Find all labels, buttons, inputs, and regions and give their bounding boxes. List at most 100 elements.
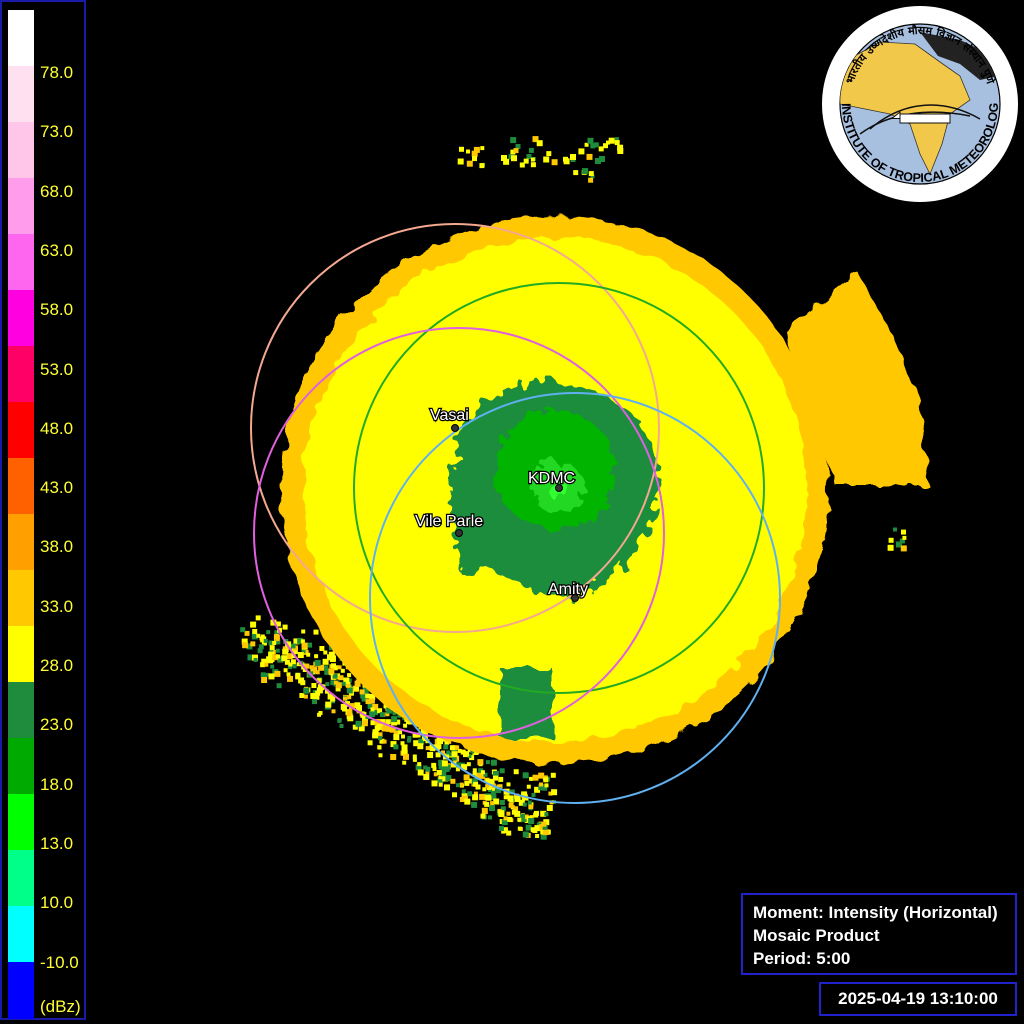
echo-pixel — [542, 824, 548, 830]
place-vile-parle[interactable]: Vile Parle — [414, 512, 485, 537]
echo-pixel — [582, 168, 589, 175]
echo-pixel — [377, 708, 383, 714]
echo-pixel — [401, 744, 408, 751]
echo-pixel — [530, 827, 536, 833]
echo-pixel — [330, 696, 336, 702]
legend-label: 73.0 — [40, 122, 74, 142]
echo-pixel — [528, 818, 535, 824]
echo-pixel — [372, 729, 379, 736]
echo-pixel — [300, 680, 306, 686]
echo-pixel — [551, 789, 558, 796]
echo-pixel — [541, 821, 547, 827]
echo-pixel — [899, 538, 905, 544]
echo-pixel — [354, 680, 361, 687]
echo-pixel — [392, 711, 397, 716]
echo-pixel — [529, 776, 534, 781]
echo-pixel — [379, 719, 386, 726]
echo-pixel — [274, 670, 281, 677]
echo-pixel — [417, 762, 422, 767]
echo-pixel — [548, 791, 553, 796]
echo-pixel — [437, 738, 443, 745]
echo-pixel — [412, 754, 417, 759]
echo-pixel — [347, 678, 352, 683]
echo-pixel — [442, 775, 449, 782]
legend-swatch — [8, 906, 34, 963]
echo-pixel — [316, 678, 322, 684]
echo-pixel — [319, 646, 325, 651]
echo-pixel — [356, 705, 362, 712]
echo-pixel — [444, 740, 449, 745]
product-label: Mosaic Product — [753, 926, 880, 945]
echo-pixel — [472, 794, 479, 801]
echo-pixel — [525, 824, 532, 831]
echo-pixel — [352, 724, 358, 730]
echo-pixel — [412, 757, 417, 762]
echo-pixel — [455, 745, 460, 750]
echo-pixel — [475, 784, 481, 790]
echo-pixel — [425, 766, 431, 772]
echo-pixel — [403, 723, 408, 728]
echo-pixel — [328, 668, 335, 675]
echo-pixel — [269, 645, 275, 651]
place-kdmc[interactable]: KDMC — [527, 469, 576, 492]
echo-pixel — [283, 668, 288, 673]
echo-pixel — [441, 760, 448, 767]
echo-pixel — [343, 677, 350, 684]
echo-pixel — [260, 662, 266, 668]
echo-pixel — [514, 796, 521, 802]
echo-pixel — [538, 772, 545, 779]
echo-pixel — [412, 732, 418, 738]
echo-pixel — [250, 621, 257, 628]
echo-pixel — [480, 770, 485, 775]
echo-pixel — [343, 696, 347, 701]
echo-pixel — [887, 544, 894, 551]
echo-pixel — [590, 143, 596, 149]
echo-pixel — [358, 725, 365, 732]
echo-pixel — [543, 156, 550, 163]
echo-pixel — [510, 149, 516, 155]
echo-pixel — [506, 811, 511, 816]
echo-pixel — [432, 767, 437, 772]
echo-pixel — [328, 655, 333, 660]
echo-pixel — [489, 805, 495, 811]
echo-pixel — [598, 146, 604, 152]
echo-pixel — [339, 724, 344, 728]
place-vasai[interactable]: Vasai — [429, 406, 470, 432]
echo-pixel — [297, 652, 304, 658]
echo-pixel — [361, 697, 366, 702]
echo-pixel — [377, 736, 382, 741]
echo-pixel — [444, 764, 451, 771]
echo-pixel — [391, 719, 398, 726]
echo-pixel — [573, 170, 579, 176]
echo-pixel — [274, 633, 280, 639]
echo-pixel — [337, 665, 342, 670]
echo-pixel — [587, 137, 594, 144]
echo-pixel — [446, 750, 451, 755]
echo-pixel — [469, 755, 475, 761]
legend-swatch — [8, 682, 34, 739]
echo-pixel — [433, 744, 440, 751]
color-scale-bar — [8, 10, 34, 1019]
echo-pixel — [893, 527, 897, 532]
echo-pixel — [466, 160, 473, 167]
echo-pixel — [523, 158, 529, 164]
echo-pixel — [385, 726, 391, 732]
echo-pixel — [542, 829, 549, 836]
echo-pixel — [402, 760, 407, 765]
place-amity[interactable]: Amity — [547, 580, 589, 602]
echo-pixel — [459, 146, 464, 152]
echo-pixel — [242, 642, 249, 649]
echo-pixel — [452, 792, 457, 798]
echo-pixel — [517, 817, 522, 822]
echo-pixel — [304, 663, 310, 669]
echo-pixel — [372, 732, 379, 739]
echo-pixel — [311, 666, 318, 673]
echo-pixel — [485, 760, 490, 765]
moment-label: Moment: Intensity (Horizontal) — [753, 903, 998, 922]
echo-pixel — [464, 798, 471, 805]
legend-label: 33.0 — [40, 596, 74, 616]
echo-pixel — [355, 679, 360, 684]
legend-label: -10.0 — [40, 952, 79, 972]
echo-pixel — [489, 780, 495, 786]
